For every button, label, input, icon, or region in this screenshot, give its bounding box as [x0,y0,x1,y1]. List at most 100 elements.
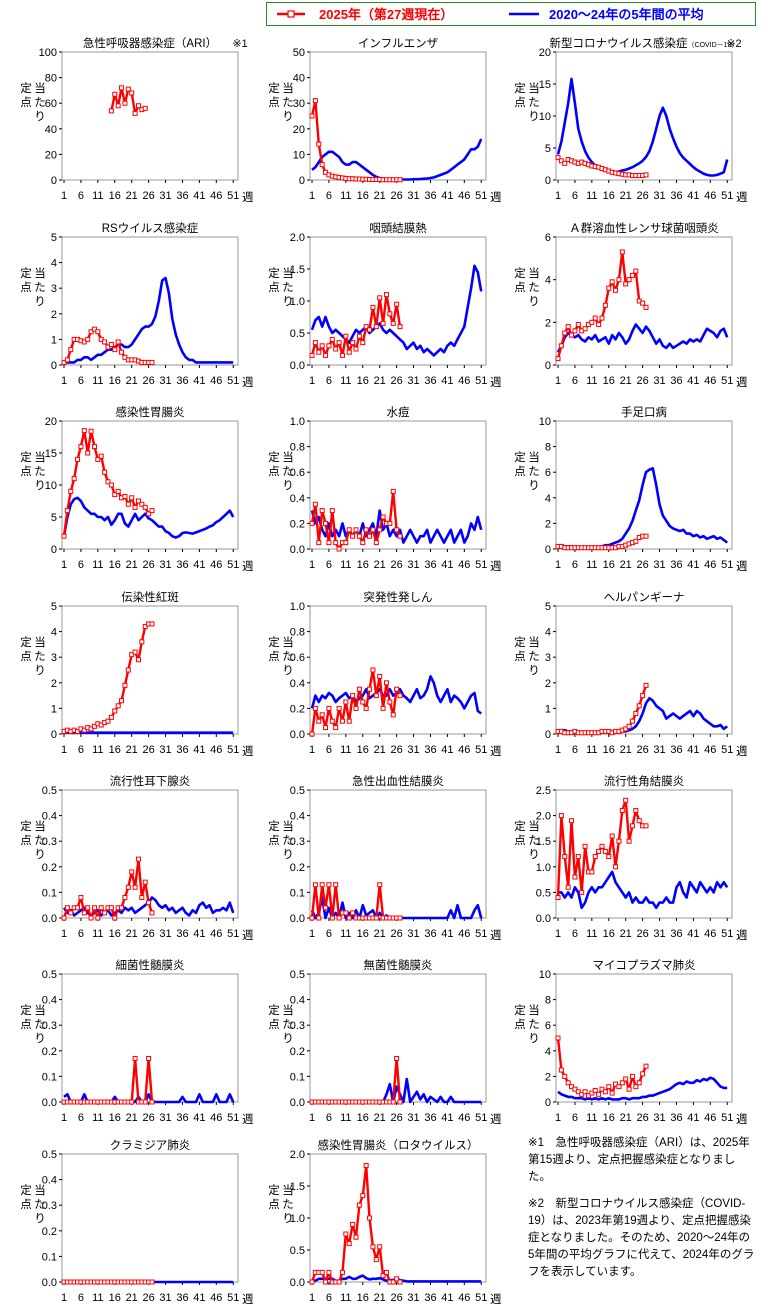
chart-title: 伝染性紅斑 [121,590,179,604]
x-tick-label: 11 [586,1112,597,1124]
chart-title-small: （COVID－19） [688,41,739,49]
data-point-2025 [606,285,612,291]
x-axis-label: 週 [490,191,502,204]
data-point-2025 [132,110,138,116]
y-axis-label-char: 定 [514,635,526,649]
data-point-2025 [373,693,379,699]
x-tick-label: 51 [475,1292,487,1304]
x-tick-label: 6 [572,190,578,202]
x-tick-label: 21 [620,559,632,571]
x-tick-label: 36 [424,928,436,940]
x-tick-label: 41 [193,1292,205,1304]
data-point-2025 [78,444,84,450]
x-tick-label: 41 [441,375,453,387]
x-tick-label: 36 [176,744,188,756]
data-point-2025 [108,108,114,114]
y-axis-label-char: り [528,295,540,308]
y-axis-label-char: た [528,465,540,478]
y-axis-label-char: り [282,1212,294,1225]
x-tick-label: 31 [653,928,665,940]
y-tick-label: 0.4 [290,678,305,690]
y-axis-label-char: 定 [20,1003,32,1017]
x-tick-label: 46 [704,744,716,756]
x-tick-label: 31 [407,375,419,387]
x-axis-label: 週 [242,745,254,758]
y-axis-label-char: り [282,110,294,123]
x-tick-label: 26 [142,744,154,756]
data-point-2025 [95,456,101,462]
x-tick-label: 26 [636,928,648,940]
x-tick-label: 26 [142,190,154,202]
x-tick-label: 26 [636,559,648,571]
x-tick-label: 21 [374,190,386,202]
x-tick-label: 41 [193,559,205,571]
x-tick-label: 46 [704,559,716,571]
x-tick-label: 46 [210,375,222,387]
x-tick-label: 31 [159,744,171,756]
data-point-2025 [363,324,369,330]
data-point-2025 [132,1055,138,1061]
y-axis-label-char: 定 [268,81,280,95]
legend-marker-current [287,10,295,18]
data-point-2025 [105,718,111,724]
data-point-2025 [135,498,141,504]
data-point-2025 [129,869,135,875]
x-tick-label: 6 [326,190,332,202]
data-point-2025 [606,854,612,860]
y-axis-label-char: 当 [528,1003,540,1017]
data-point-2025 [64,357,70,363]
y-tick-label: 10 [539,969,551,981]
data-point-2025 [119,349,125,355]
data-point-2025 [142,623,148,629]
data-point-2025 [629,718,635,724]
x-tick-label: 31 [407,1112,419,1124]
y-tick-label: 1 [545,703,551,715]
data-point-2025 [640,693,646,699]
x-tick-label: 31 [159,375,171,387]
x-tick-label: 16 [357,1292,369,1304]
y-tick-label: 1.5 [536,836,551,848]
data-point-2025 [390,1099,396,1105]
y-tick-label: 8 [545,995,551,1007]
x-tick-label: 1 [61,559,67,571]
data-point-2025 [346,915,352,921]
x-tick-label: 6 [78,559,84,571]
data-point-2025 [613,864,619,870]
y-axis-label-char: 点 [268,650,280,663]
x-tick-label: 6 [572,559,578,571]
data-point-2025 [592,854,598,860]
data-point-2025 [146,1055,152,1061]
y-tick-label: 0.4 [290,811,305,823]
x-tick-label: 26 [142,559,154,571]
series-line-average [64,276,234,364]
y-tick-label: 0.5 [42,785,57,797]
chart-title-note: ※1 [232,38,247,50]
y-axis-label-char: た [34,650,46,663]
x-tick-label: 46 [210,190,222,202]
y-axis-label-char: た [34,465,46,478]
data-point-2025 [75,905,81,911]
data-point-2025 [326,882,332,888]
series-line-average [62,496,235,539]
y-tick-label: 0.4 [42,1175,57,1187]
y-axis-label-char: 点 [514,96,526,109]
data-point-2025 [626,723,632,729]
x-tick-label: 31 [159,190,171,202]
y-tick-label: 0.1 [42,887,57,899]
plot-area [555,605,733,735]
x-tick-label: 6 [326,744,332,756]
y-axis-label-char: た [528,1018,540,1031]
y-tick-label: 2.0 [290,1149,305,1161]
data-point-2025 [309,731,315,737]
x-tick-label: 16 [603,559,615,571]
y-axis-label-char: 点 [514,650,526,663]
data-point-2025 [323,352,329,358]
data-point-2025 [363,527,369,533]
y-tick-label: 0.2 [42,862,57,874]
